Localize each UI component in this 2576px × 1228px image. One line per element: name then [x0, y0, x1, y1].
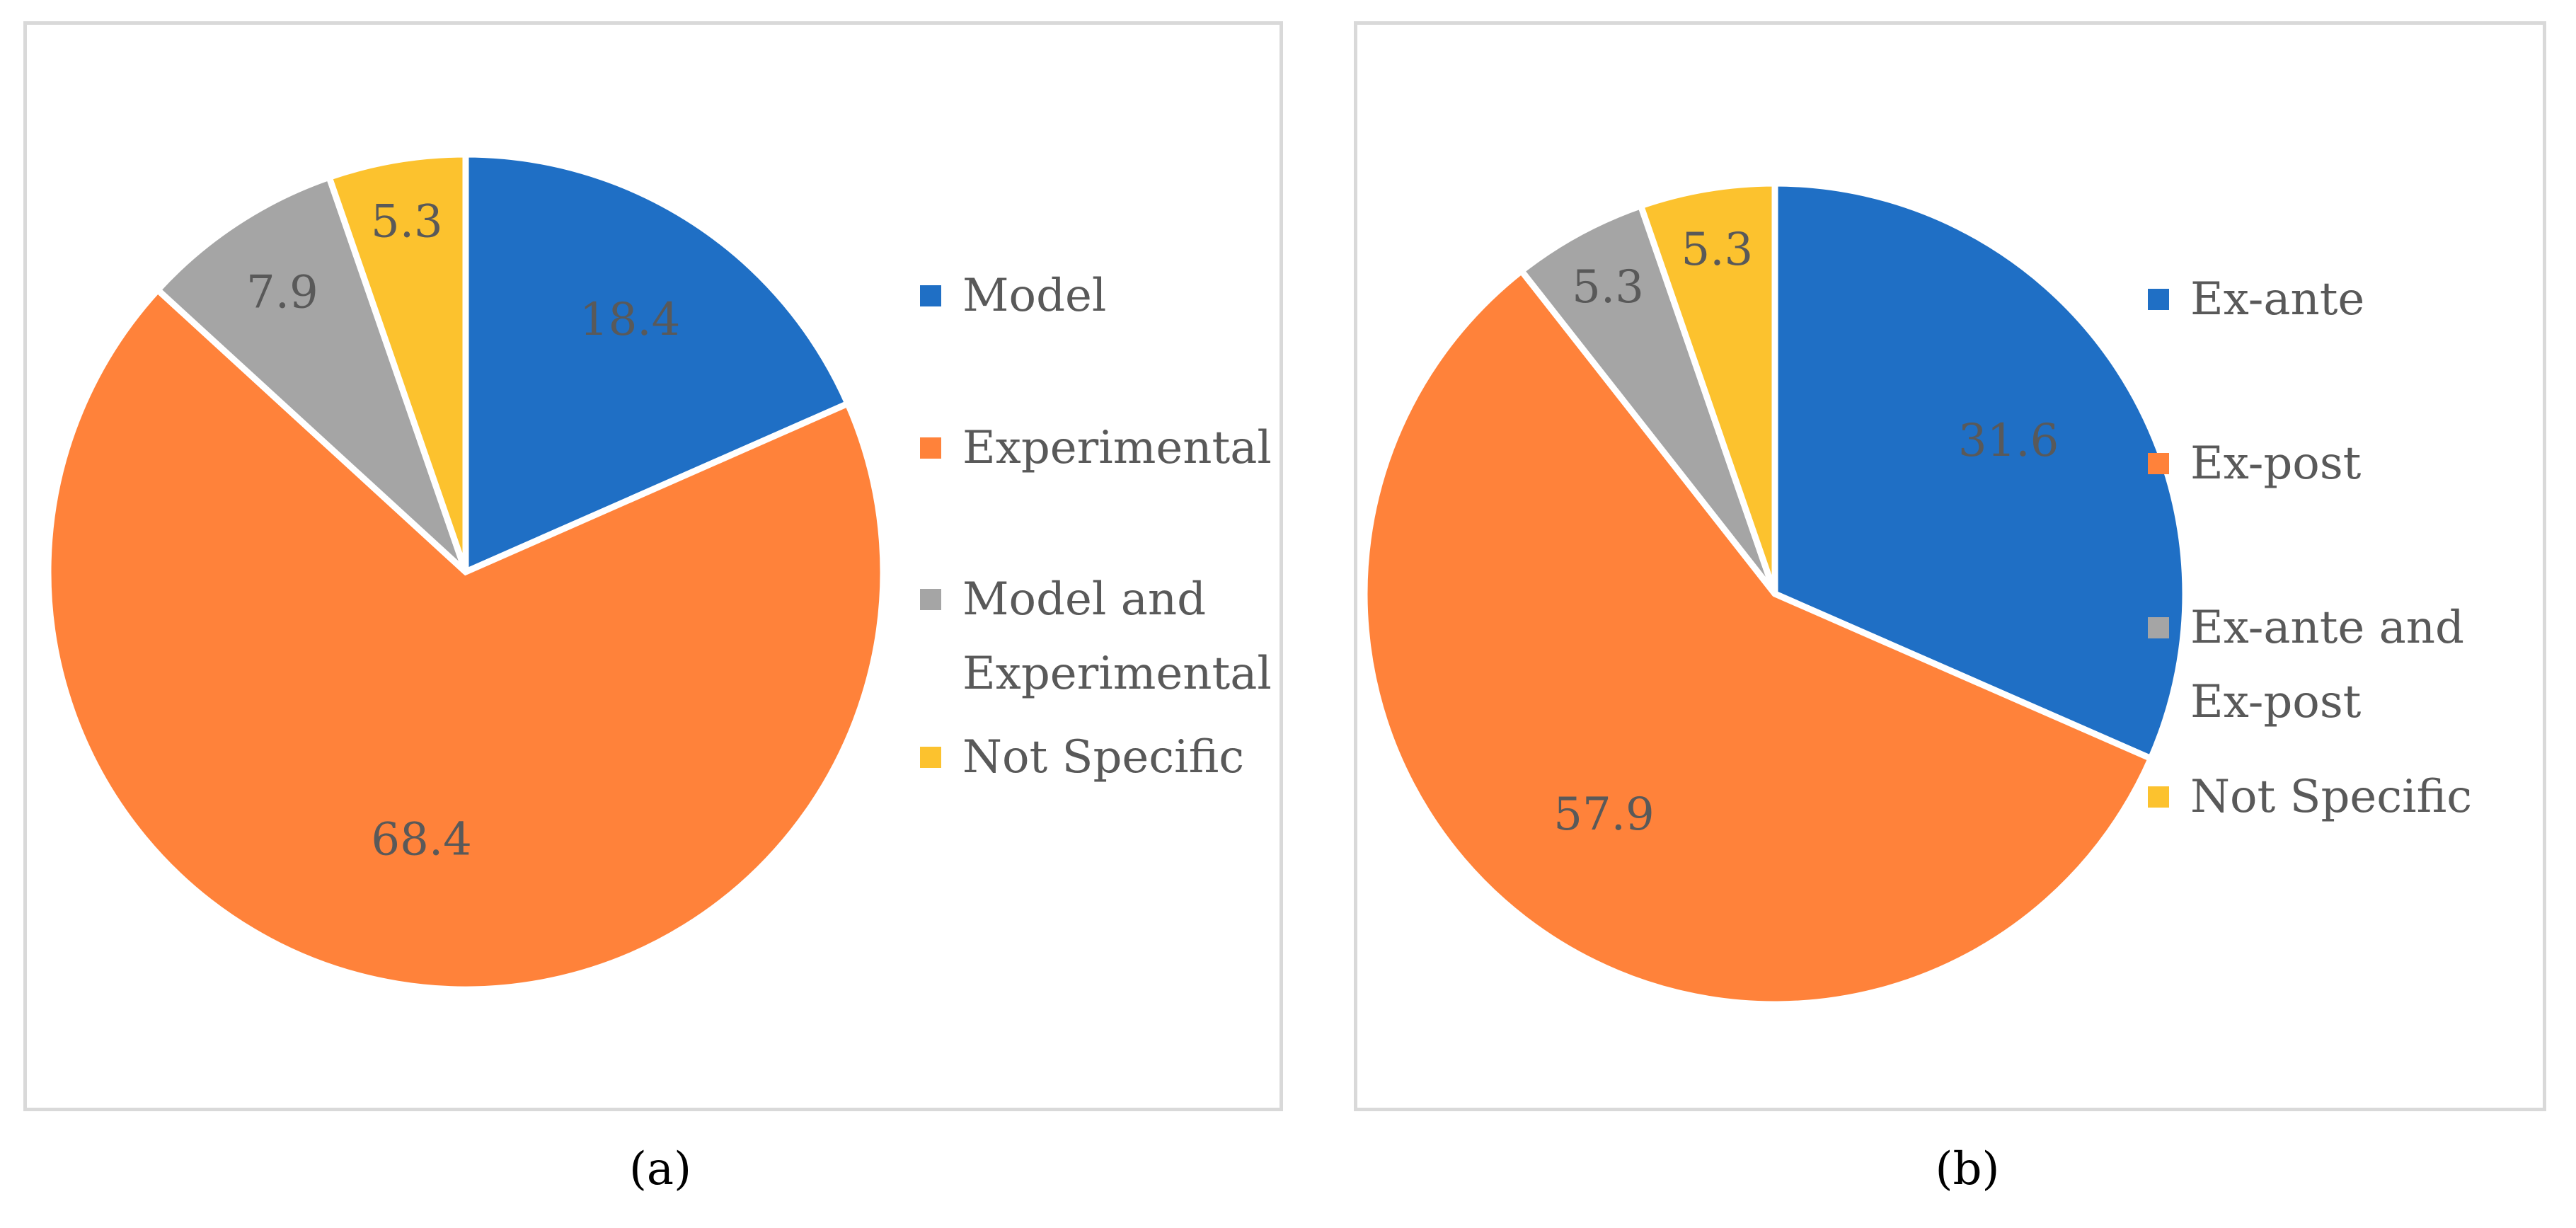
legend-label-model-and-experimental: Experimental [962, 648, 1272, 700]
legend-label-ex-post: Ex-post [2190, 437, 2362, 490]
legend-label-model: Model [962, 270, 1106, 322]
legend-swatch-experimental [920, 437, 941, 459]
legend-swatch-model-and-experimental [920, 589, 941, 610]
data-label-not-specific: 5.3 [371, 195, 443, 248]
legend-label-not-specific: Not Specific [962, 731, 1244, 784]
legend-swatch-model [920, 285, 941, 306]
chart-panel-b: 31.6 57.9 5.3 5.3 Ex-ante Ex-post Ex-ante and E… [1354, 21, 2546, 1111]
pie-slice-not-specific [1636, 180, 1778, 595]
pie-chart-b: 31.6 57.9 5.3 5.3 Ex-ante Ex-post Ex-ante and E… [1361, 180, 2472, 1008]
pie-slice-not-specific [325, 151, 469, 573]
caption-b: (b) [1935, 1143, 2000, 1195]
legend-label-model-and-experimental: Model and [962, 573, 1206, 626]
chart-panel-a: 18.4 68.4 7.9 5.3 Model Experimental Model and… [23, 21, 1283, 1111]
data-label-ex-ante-and-ex-post: 5.3 [1572, 261, 1644, 314]
pie-slice-ex-ante [1771, 180, 2189, 763]
legend-label-experimental: Experimental [962, 422, 1272, 474]
legend-swatch-not-specific [920, 747, 941, 768]
legend-swatch-not-specific [2148, 786, 2169, 808]
legend-swatch-ex-ante-and-ex-post [2148, 617, 2169, 638]
data-label-ex-post: 57.9 [1553, 788, 1655, 841]
pie-slice-ex-post [1361, 266, 2156, 1008]
legend-label-ex-ante: Ex-ante [2190, 273, 2364, 326]
pie-slice-experimental [45, 285, 887, 993]
data-label-experimental: 68.4 [371, 813, 472, 866]
legend-swatch-ex-post [2148, 453, 2169, 474]
caption-a: (a) [628, 1143, 692, 1195]
data-label-model: 18.4 [580, 294, 681, 346]
data-label-not-specific: 5.3 [1681, 224, 1753, 276]
legend-label-ex-ante-and-ex-post: Ex-ante and [2190, 602, 2464, 654]
pie-slice-model-and-experimental [153, 173, 469, 575]
pie-slice-ex-ante-and-ex-post [1517, 202, 1778, 596]
pie-chart-a: 18.4 68.4 7.9 5.3 Model Experimental Model and… [45, 151, 1272, 993]
pie-slice-model [462, 151, 852, 577]
data-label-model-and-experimental: 7.9 [246, 266, 318, 319]
legend-swatch-ex-ante [2148, 289, 2169, 310]
data-label-ex-ante: 31.6 [1958, 415, 2059, 467]
legend-label-not-specific: Not Specific [2190, 771, 2472, 823]
legend-label-ex-ante-and-ex-post: Ex-post [2190, 676, 2362, 728]
